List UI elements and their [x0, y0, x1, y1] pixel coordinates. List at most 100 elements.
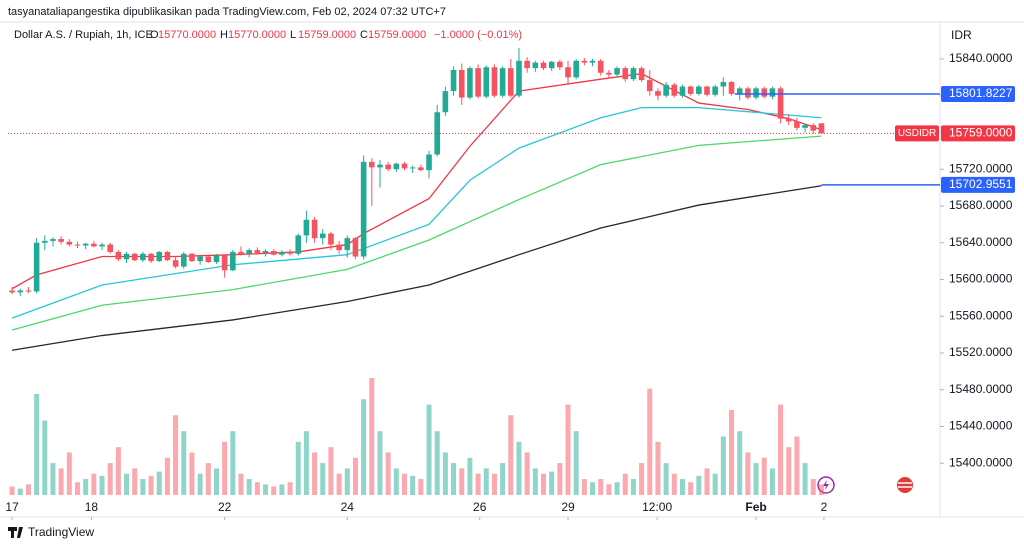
candle-body	[696, 86, 702, 94]
volume-bar	[287, 482, 293, 495]
volume-bar	[42, 420, 48, 495]
candle-body	[140, 253, 146, 261]
candle-body	[614, 68, 620, 75]
volume-bar	[491, 473, 497, 495]
attribution: tasyanataliapangestika dipublikasikan pa…	[8, 6, 446, 18]
candle-body	[17, 290, 24, 293]
ohlc-value: 15759.0000	[298, 29, 356, 41]
candle-body	[810, 125, 817, 131]
candle-body	[704, 86, 710, 95]
volume-bar	[508, 415, 514, 495]
moving-average	[11, 107, 822, 319]
candle-body	[205, 256, 212, 263]
candle-body	[156, 251, 163, 262]
flag-icon	[898, 482, 912, 488]
candle-body	[360, 161, 367, 257]
volume-bar	[279, 484, 285, 495]
volume-bar	[295, 441, 301, 495]
volume-bar	[540, 473, 546, 495]
volume-bar	[410, 475, 416, 495]
volume-bar	[140, 479, 146, 495]
currency: IDR	[951, 28, 972, 42]
candle-body	[785, 118, 792, 122]
candle-body	[720, 81, 727, 87]
candle-body	[189, 253, 195, 262]
candle-body	[646, 80, 653, 92]
candle-body	[507, 68, 514, 96]
volume-bar	[524, 452, 530, 495]
candle-body	[655, 91, 661, 96]
moving-average	[11, 135, 822, 331]
candle-body	[115, 251, 122, 260]
candle-body	[131, 253, 138, 261]
ohlc-value: 15759.0000	[368, 29, 426, 41]
candle-body	[221, 255, 228, 271]
volume-bar	[769, 468, 775, 495]
candle-body	[516, 60, 522, 96]
volume-bar	[173, 415, 179, 495]
flag-icon[interactable]	[897, 477, 913, 493]
y-tick-label: 15400.0000	[949, 455, 1013, 469]
volume-bar	[25, 484, 31, 495]
candle-body	[33, 242, 40, 292]
candle-body	[745, 88, 751, 98]
volume-bar	[328, 447, 334, 495]
candle-body	[91, 243, 97, 247]
candle-body	[230, 251, 236, 271]
volume-bar	[729, 409, 735, 495]
event-icon	[823, 480, 829, 490]
volume-bar	[663, 463, 669, 495]
ohlc-value: 15770.0000	[228, 29, 286, 41]
candle-body	[475, 68, 481, 97]
candle-body	[818, 123, 825, 134]
volume-bar	[312, 452, 318, 495]
candle-body	[246, 250, 252, 254]
volume-bar	[254, 482, 260, 495]
candle-body	[352, 238, 359, 257]
volume-bar	[148, 475, 154, 495]
candle-body	[295, 235, 302, 254]
volume-bar	[99, 475, 105, 495]
candle-body	[753, 88, 759, 98]
candle-body	[458, 69, 465, 98]
volume-bar	[369, 378, 375, 495]
volume-bar	[590, 482, 596, 495]
candle-body	[622, 68, 629, 80]
volume-bar	[17, 488, 23, 495]
volume-bar	[132, 468, 138, 495]
candle-body	[565, 67, 571, 78]
volume-bar	[598, 479, 604, 495]
volume-bar	[246, 479, 252, 495]
brand-logo	[8, 527, 23, 538]
candle-body	[287, 251, 293, 254]
volume-bar	[573, 431, 579, 495]
x-tick-label: 22	[218, 500, 232, 514]
x-tick-label: 12:00	[642, 500, 672, 514]
candle-body	[557, 61, 563, 68]
volume-bar	[393, 468, 399, 495]
candle-body	[802, 125, 808, 128]
volume-bar	[66, 452, 72, 495]
y-tick-label: 15520.0000	[949, 345, 1013, 359]
candle-body	[238, 251, 244, 254]
volume-bar	[197, 473, 203, 495]
candle-body	[270, 251, 277, 255]
candle-body	[369, 161, 375, 168]
candle-body	[197, 256, 203, 262]
volume-bar	[50, 463, 56, 495]
candle-body	[377, 164, 383, 168]
symbol-tag-label: USDIDR	[898, 128, 936, 139]
candle-body	[589, 60, 596, 63]
ohlc-key: H	[220, 29, 228, 41]
candle-body	[761, 88, 768, 97]
volume-bar	[720, 436, 726, 495]
volume-bar	[9, 486, 15, 495]
volume-bar	[532, 468, 538, 495]
price-tag	[941, 125, 1015, 142]
ohlc-key: L	[290, 29, 296, 41]
candle-body	[573, 60, 579, 78]
volume-bar	[647, 388, 653, 495]
change: −1.0000 (−0.01%)	[434, 29, 522, 41]
volume-bar	[385, 452, 391, 495]
